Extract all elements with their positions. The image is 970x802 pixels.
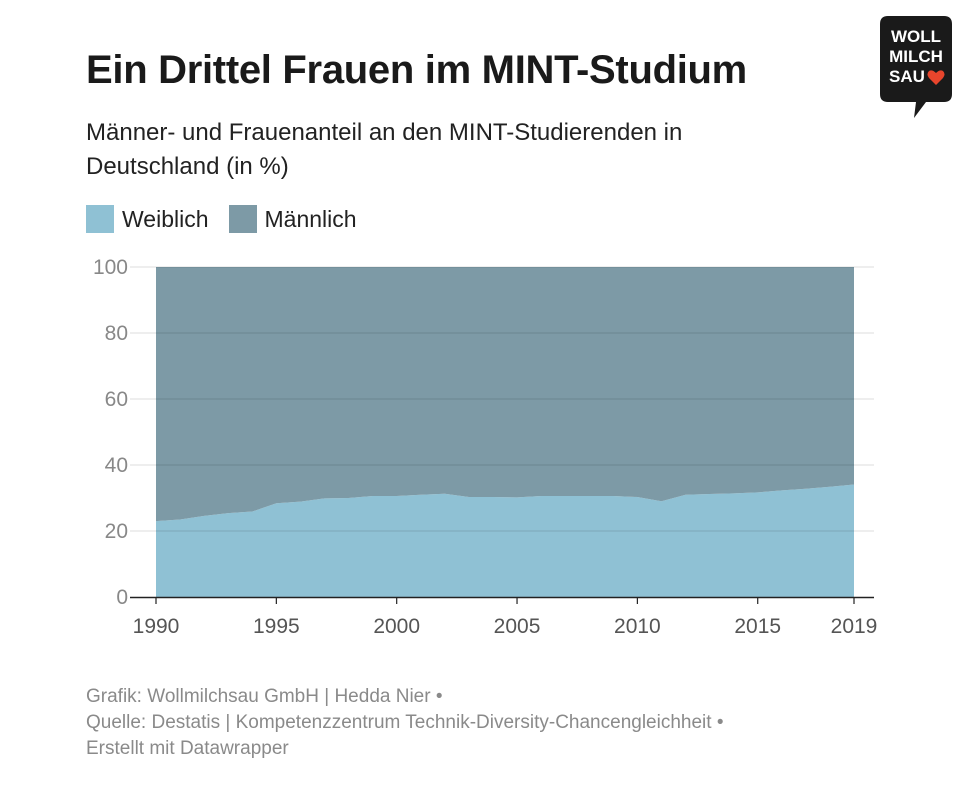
- y-tick-label: 20: [105, 520, 128, 543]
- area-series-weiblich: [156, 484, 854, 597]
- chart-subtitle: Männer- und Frauenanteil an den MINT-Stu…: [86, 119, 683, 180]
- legend-item-maennlich: Männlich: [228, 205, 357, 233]
- footer-credit: Grafik: Wollmilchsau GmbH | Hedda Nier •: [86, 686, 443, 707]
- footer-source: Quelle: Destatis | Kompetenzzentrum Tech…: [86, 712, 724, 733]
- footer-tool: Erstellt mit Datawrapper: [86, 738, 289, 759]
- wollmilchsau-logo: WOLL MILCH SAU: [880, 16, 952, 118]
- area-chart: 0 20 40 60 80 100 1990 1995 2000 2005 2010 2015 2019: [93, 256, 878, 638]
- y-tick-label: 0: [116, 586, 128, 609]
- logo-line-2: MILCH: [889, 47, 943, 66]
- y-tick-label: 80: [105, 322, 128, 345]
- y-tick-label: 100: [93, 256, 128, 279]
- legend-swatch-weiblich: [86, 205, 114, 233]
- area-series-maennlich: [156, 267, 854, 522]
- y-tick-label: 60: [105, 388, 128, 411]
- x-tick-label: 1990: [133, 615, 180, 638]
- x-tick-label: 2015: [734, 615, 781, 638]
- logo-line-3: SAU: [889, 67, 925, 86]
- legend-swatch-maennlich: [228, 205, 257, 233]
- x-tick-label: 2000: [373, 615, 420, 638]
- x-tick-label: 2019: [831, 615, 878, 638]
- logo-speech-bubble: [880, 16, 952, 118]
- legend-label-maennlich: Männlich: [264, 205, 357, 232]
- legend-item-weiblich: Weiblich: [86, 205, 209, 233]
- logo-line-1: WOLL: [891, 27, 941, 46]
- x-tick-label: 2010: [614, 615, 661, 638]
- y-tick-label: 40: [105, 454, 128, 477]
- x-tick-label: 2005: [494, 615, 541, 638]
- chart-title: Ein Drittel Frauen im MINT-Studium: [86, 48, 747, 92]
- chart-footer: Grafik: Wollmilchsau GmbH | Hedda Nier •…: [86, 684, 723, 762]
- legend-label-weiblich: Weiblich: [122, 205, 209, 232]
- heart-icon: [927, 70, 945, 85]
- chart-legend: Weiblich Männlich: [86, 205, 377, 233]
- x-tick-label: 1995: [253, 615, 300, 638]
